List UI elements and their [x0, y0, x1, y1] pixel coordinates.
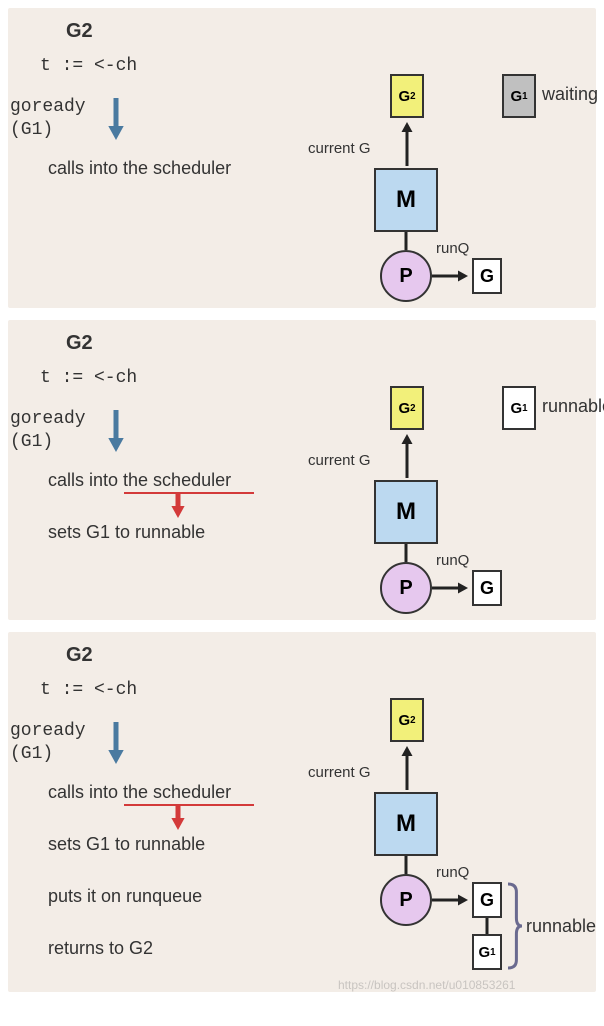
runnable-brace-label: runnable [526, 916, 596, 937]
g2-box: G2 [390, 74, 424, 118]
m-box: M [374, 792, 438, 856]
runq-g-box: G [472, 882, 502, 918]
p-circle: P [380, 250, 432, 302]
step-text-3: returns to G2 [48, 938, 153, 959]
g2-box: G2 [390, 386, 424, 430]
g2-box: G2 [390, 698, 424, 742]
p-circle: P [380, 562, 432, 614]
step-underline-0 [124, 804, 254, 806]
step-text-0: calls into the scheduler [48, 782, 231, 803]
step-text-0: calls into the scheduler [48, 158, 231, 179]
panel-3: G2 t := <-ch goready (G1) calls into the … [8, 632, 596, 992]
g1-state-label: runnable [542, 396, 604, 417]
p-label: P [399, 889, 412, 912]
panel-title: G2 [66, 20, 93, 43]
code-line: t := <-ch [40, 368, 137, 388]
step-text-2: puts it on runqueue [48, 886, 202, 907]
p-circle: P [380, 874, 432, 926]
currentg-label: current G [308, 140, 371, 157]
runq-g-box: G [472, 258, 502, 294]
currentg-label: current G [308, 452, 371, 469]
g1-state-label: waiting [542, 84, 598, 105]
panel-title: G2 [66, 644, 93, 667]
step-text-1: sets G1 to runnable [48, 834, 205, 855]
runq-g1-box: G1 [472, 934, 502, 970]
code-line: t := <-ch [40, 680, 137, 700]
runq-g-label: G [480, 890, 494, 911]
m-box: M [374, 168, 438, 232]
p-label: P [399, 265, 412, 288]
panel-2: G2 t := <-ch goready (G1) calls into the … [8, 320, 596, 620]
p-label: P [399, 577, 412, 600]
runq-g-label: G [480, 578, 494, 599]
step-text-1: sets G1 to runnable [48, 522, 205, 543]
goready-label: goready (G1) [10, 720, 86, 765]
runq-label: runQ [436, 552, 469, 569]
watermark: https://blog.csdn.net/u010853261 [338, 978, 604, 992]
code-line: t := <-ch [40, 56, 137, 76]
m-box: M [374, 480, 438, 544]
m-label: M [396, 498, 416, 526]
runq-g-box: G [472, 570, 502, 606]
runq-label: runQ [436, 240, 469, 257]
panel-title: G2 [66, 332, 93, 355]
panel-1: G2 t := <-ch goready (G1) calls into the … [8, 8, 596, 308]
currentg-label: current G [308, 764, 371, 781]
runq-label: runQ [436, 864, 469, 881]
g1-box: G1 [502, 74, 536, 118]
goready-label: goready (G1) [10, 408, 86, 453]
goready-label: goready (G1) [10, 96, 86, 141]
m-label: M [396, 186, 416, 214]
runq-g-label: G [480, 266, 494, 287]
g1-box: G1 [502, 386, 536, 430]
m-label: M [396, 810, 416, 838]
step-underline-0 [124, 492, 254, 494]
step-text-0: calls into the scheduler [48, 470, 231, 491]
